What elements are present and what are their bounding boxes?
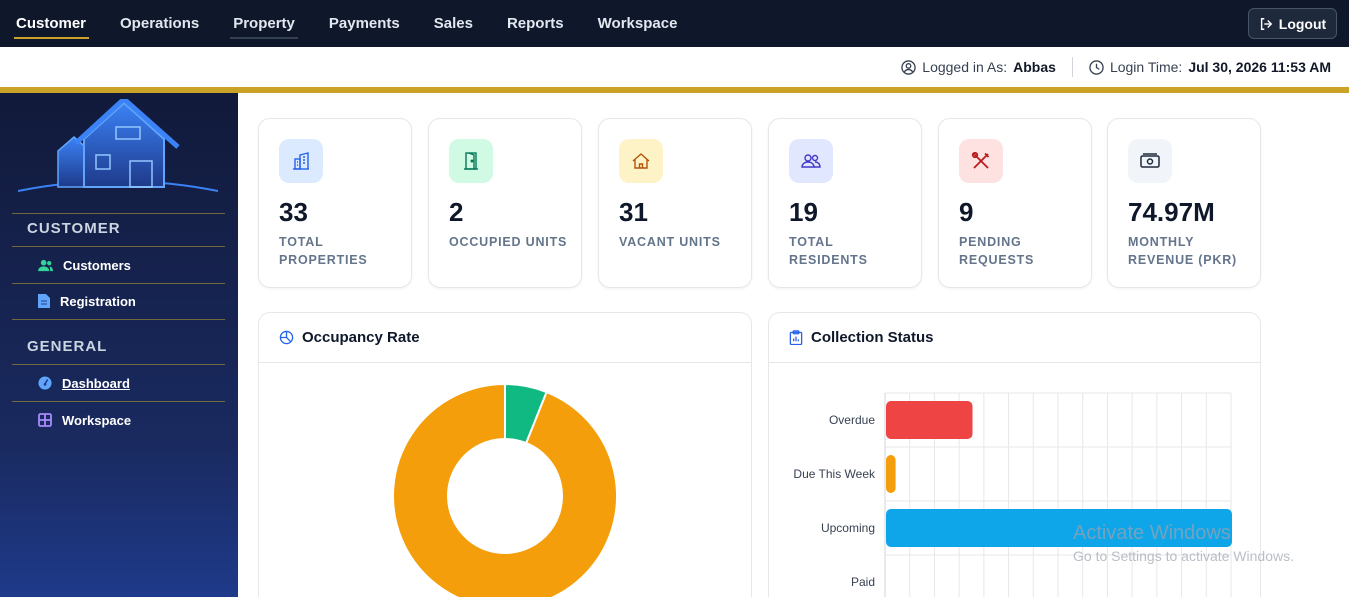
info-divider — [1071, 57, 1073, 77]
occupancy-rate-panel: Occupancy Rate — [258, 312, 752, 597]
collection-bar-chart: Overdue Due This Week Upcoming Paid — [793, 392, 1232, 597]
nav-operations[interactable]: Operations — [120, 14, 200, 32]
bar-category-label: Paid — [851, 575, 875, 589]
donut-slice-vacant — [392, 382, 618, 597]
stat-value: 31 — [619, 197, 648, 227]
sidebar-divider — [12, 401, 225, 402]
user-circle-icon — [901, 59, 916, 75]
stat-value: 9 — [959, 197, 974, 227]
sidebar-divider — [12, 364, 225, 365]
nav-customer[interactable]: Customer — [13, 9, 90, 39]
nav-payments[interactable]: Payments — [328, 14, 400, 32]
occupancy-donut-chart — [392, 382, 618, 597]
login-time-value: Jul 30, 2026 11:53 AM — [1188, 59, 1331, 75]
bar-category-label: Upcoming — [821, 521, 875, 535]
sidebar-item-label: Registration — [60, 293, 136, 309]
sidebar-item-label: Dashboard — [62, 375, 130, 391]
watermark-subtitle: Go to Settings to activate Windows. — [1073, 548, 1294, 564]
clock-icon — [1089, 59, 1104, 75]
stat-label: VACANT UNITS — [619, 235, 721, 249]
sidebar-item-label: Workspace — [62, 412, 132, 428]
users-icon — [38, 259, 53, 271]
dashboard-content: 33 TOTAL PROPERTIES 2 OCCUPIED UNITS 31 … — [238, 93, 1349, 597]
door-icon — [449, 139, 493, 183]
stat-card-vacant-units: 31 VACANT UNITS — [598, 118, 752, 288]
cash-icon — [1128, 139, 1172, 183]
sidebar-divider — [12, 246, 225, 247]
nav-workspace[interactable]: Workspace — [597, 14, 678, 32]
bar-due-this-week — [886, 455, 896, 493]
sidebar-divider — [12, 213, 225, 214]
grid-icon — [38, 413, 52, 427]
sidebar-divider — [12, 319, 225, 320]
sidebar: CUSTOMER Customers Registration GENERAL … — [0, 93, 238, 597]
logged-in-info: Logged in As: Abbas — [901, 59, 1056, 75]
logout-button[interactable]: Logout — [1248, 8, 1337, 39]
stat-card-total-residents: 19 TOTAL RESIDENTS — [768, 118, 922, 288]
stat-label: TOTAL RESIDENTS — [789, 235, 868, 267]
sidebar-item-dashboard[interactable]: Dashboard — [12, 365, 225, 401]
nav-sales[interactable]: Sales — [433, 14, 473, 32]
session-info-bar: Logged in As: Abbas Login Time: Jul 30, … — [0, 47, 1349, 87]
stat-label: MONTHLY REVENUE (PKR) — [1128, 235, 1238, 267]
stat-card-total-properties: 33 TOTAL PROPERTIES — [258, 118, 412, 288]
logged-in-user: Abbas — [1013, 59, 1056, 75]
stat-value: 33 — [279, 197, 308, 227]
panel-title: Collection Status — [811, 329, 934, 346]
stat-value: 19 — [789, 197, 818, 227]
gauge-icon — [38, 376, 52, 390]
windows-activation-watermark: Activate Windows Go to Settings to activ… — [1073, 522, 1294, 564]
home-icon — [619, 139, 663, 183]
stat-value: 2 — [449, 197, 464, 227]
sidebar-item-registration[interactable]: Registration — [12, 283, 225, 319]
residents-icon — [789, 139, 833, 183]
bar-category-label: Due This Week — [793, 467, 876, 481]
login-time-label: Login Time: — [1109, 59, 1183, 75]
stat-card-occupied-units: 2 OCCUPIED UNITS — [428, 118, 582, 288]
clipboard-chart-icon — [789, 330, 803, 345]
stat-label: TOTAL PROPERTIES — [279, 235, 368, 267]
logout-label: Logout — [1278, 15, 1327, 32]
document-icon — [38, 294, 50, 308]
top-navigation: Customer Operations Property Payments Sa… — [0, 0, 1349, 47]
logged-in-label: Logged in As: — [922, 59, 1008, 75]
bar-overdue — [886, 401, 973, 439]
stat-card-monthly-revenue: 74.97M MONTHLY REVENUE (PKR) — [1107, 118, 1261, 288]
stat-value: 74.97M — [1128, 197, 1215, 227]
nav-property[interactable]: Property — [230, 9, 298, 39]
stat-card-pending-requests: 9 PENDING REQUESTS — [938, 118, 1092, 288]
panel-header: Collection Status — [769, 313, 1260, 363]
accent-divider — [0, 87, 1349, 93]
sidebar-heading-general: GENERAL — [27, 338, 108, 355]
login-time-info: Login Time: Jul 30, 2026 11:53 AM — [1089, 59, 1331, 75]
house-logo-icon — [18, 99, 218, 192]
stat-label: OCCUPIED UNITS — [449, 235, 568, 249]
sidebar-heading-customer: CUSTOMER — [27, 220, 121, 237]
sidebar-item-label: Customers — [63, 257, 131, 273]
building-icon — [279, 139, 323, 183]
nav-reports[interactable]: Reports — [506, 14, 564, 32]
panel-header: Occupancy Rate — [259, 313, 751, 363]
watermark-title: Activate Windows — [1073, 522, 1231, 544]
pie-chart-icon — [279, 330, 294, 345]
bar-category-label: Overdue — [829, 413, 875, 427]
sidebar-item-workspace[interactable]: Workspace — [12, 402, 225, 438]
panel-title: Occupancy Rate — [302, 329, 420, 346]
sidebar-item-customers[interactable]: Customers — [12, 247, 225, 283]
stat-label: PENDING REQUESTS — [959, 235, 1035, 267]
sidebar-divider — [12, 283, 225, 284]
collection-status-panel: Collection Status Overdue Due This Week Up… — [768, 312, 1261, 597]
bar-upcoming — [886, 509, 1232, 547]
logout-icon — [1260, 17, 1273, 30]
tools-icon — [959, 139, 1003, 183]
